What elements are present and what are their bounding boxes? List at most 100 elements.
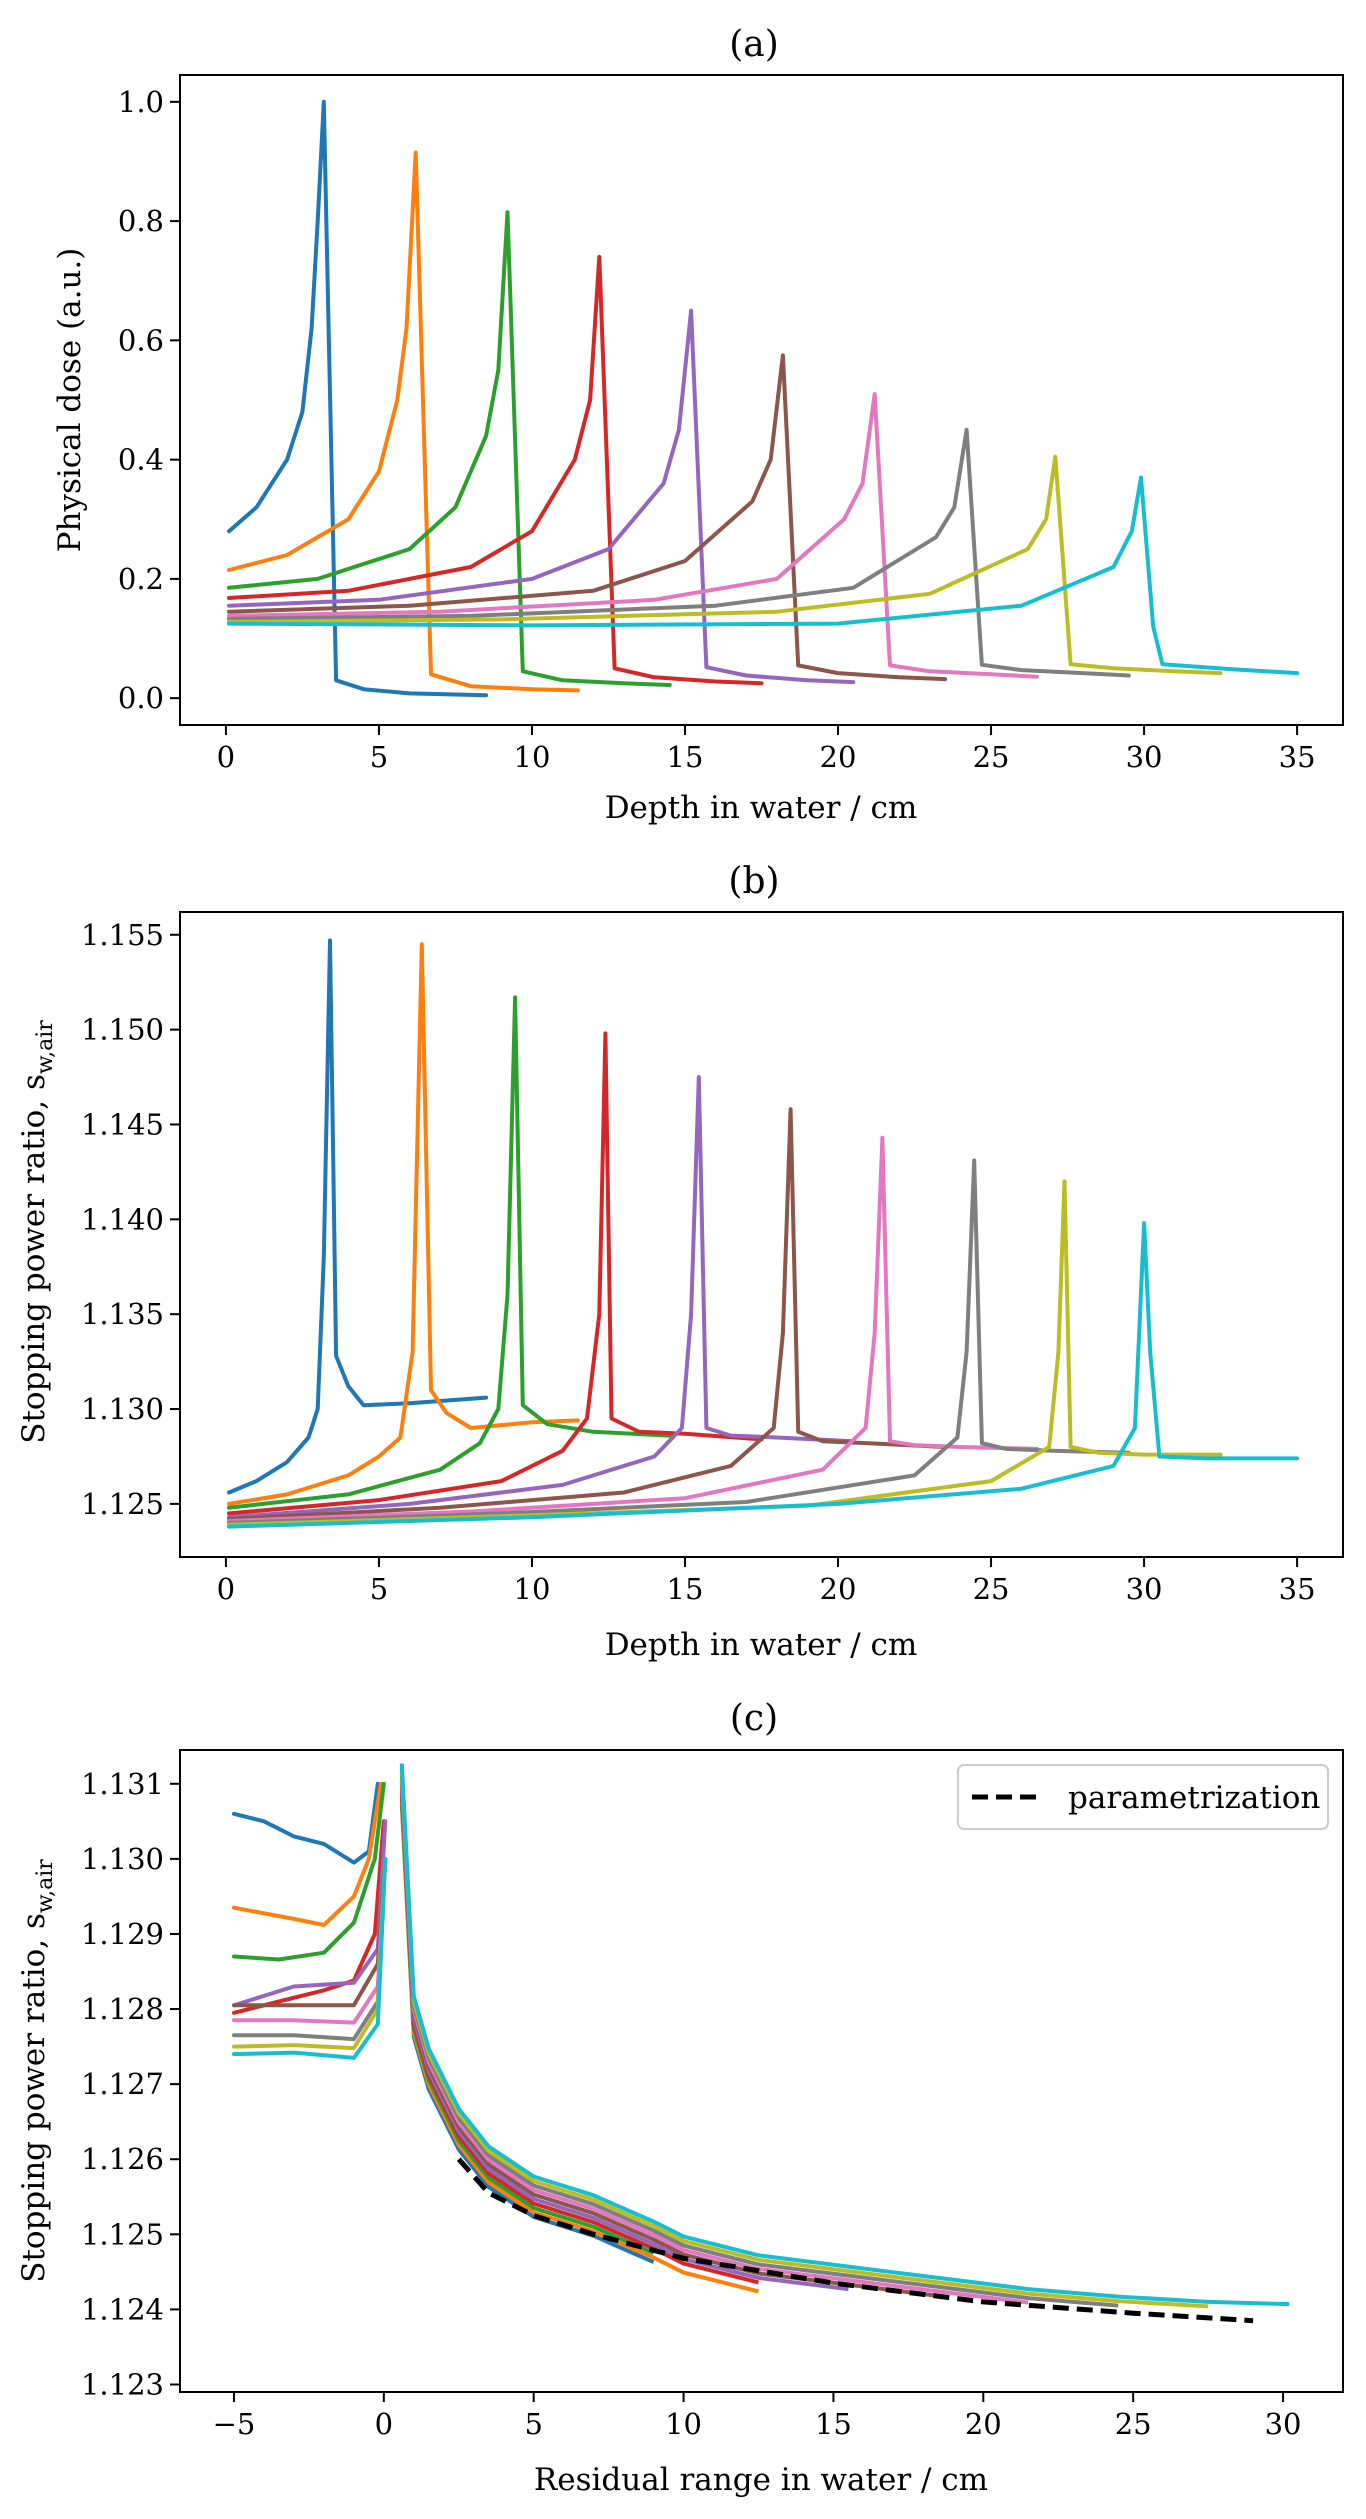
panel-c-series-8-tail bbox=[399, 1772, 1119, 2308]
panel-c-series-6-line bbox=[232, 1856, 388, 2008]
panel-b-series-9-line bbox=[227, 1179, 1223, 1527]
panel-a-ytick-label: 0.6 bbox=[118, 323, 164, 357]
panel-b-ytick-label: 1.140 bbox=[81, 1202, 164, 1236]
panel-b-xtick-label: 5 bbox=[370, 1572, 388, 1606]
panel-b-xtick-label: 20 bbox=[820, 1572, 857, 1606]
panel-b-xtick-label: 0 bbox=[217, 1572, 235, 1606]
parametrization-line bbox=[456, 2157, 1254, 2324]
panel-b-series-3-line bbox=[227, 995, 672, 1510]
panel-a-ytick-label: 0.2 bbox=[118, 562, 164, 596]
panel-a-xtick-label: 25 bbox=[973, 740, 1010, 774]
panel-c-series-10-line bbox=[232, 1856, 388, 2060]
panel-a-xtick-label: 20 bbox=[820, 740, 857, 774]
panel-b-series-group bbox=[227, 938, 1300, 1529]
panel-a-series-9-line bbox=[227, 454, 1223, 676]
panel-b-ytick-label: 1.145 bbox=[81, 1107, 164, 1141]
panel-b-ytick-label: 1.155 bbox=[81, 918, 164, 952]
panel-b-xtick-label: 30 bbox=[1126, 1572, 1163, 1606]
panel-a: (a) 0 5 10 15 20 25 30 35 0.0 0.2 0.4 0.6 0.8 1.0 Dep… bbox=[52, 24, 1344, 826]
panel-a-series-7-line bbox=[227, 392, 1039, 679]
panel-c-ytick-label: 1.123 bbox=[81, 2367, 164, 2401]
panel-b-series-6-line bbox=[227, 1107, 948, 1522]
panel-c-series-1-line bbox=[232, 1781, 380, 1865]
panel-c-series-9-tail bbox=[399, 1767, 1209, 2309]
legend-label: parametrization bbox=[1068, 1780, 1320, 1816]
panel-a-series-2-line bbox=[227, 150, 580, 693]
panel-a-xtick-label: 30 bbox=[1126, 740, 1163, 774]
panel-a-ticks: 0 5 10 15 20 25 30 35 0.0 0.2 0.4 0.6 0.8 1.0 bbox=[118, 85, 1316, 774]
panel-b-series-10-line bbox=[227, 1221, 1300, 1529]
panel-a-xtick-label: 35 bbox=[1279, 740, 1316, 774]
panel-c-xtick-label: 30 bbox=[1265, 2407, 1302, 2441]
panel-c-ticks: −5 0 5 10 15 20 25 30 1.123 1.124 1.125 1.126 1.127 1… bbox=[81, 1767, 1302, 2441]
panel-c-xtick-label: 10 bbox=[665, 2407, 702, 2441]
panel-c-ytick-label: 1.127 bbox=[81, 2067, 164, 2101]
panel-b-ylabel-sub: w,air bbox=[33, 1020, 58, 1074]
panel-a-xtick-label: 10 bbox=[514, 740, 551, 774]
panel-b-frame bbox=[179, 911, 1344, 1558]
panel-c-title: (c) bbox=[730, 1698, 778, 1739]
panel-c-series-10-tail bbox=[399, 1763, 1290, 2307]
panel-a-series-5-line bbox=[227, 308, 856, 685]
panel-a-series-4-line bbox=[227, 254, 764, 686]
panel-b-ylabel-main: Stopping power ratio, s bbox=[16, 1074, 52, 1444]
panel-b-series-8-line bbox=[227, 1158, 1131, 1525]
panel-b-ylabel: Stopping power ratio, sw,air bbox=[16, 1020, 58, 1444]
panel-b-ytick-label: 1.135 bbox=[81, 1297, 164, 1331]
panel-b-series-1-line bbox=[227, 938, 489, 1495]
legend-box bbox=[957, 1764, 1329, 1830]
panel-c-series-6-tail bbox=[399, 1781, 939, 2298]
panel-b-ytick-label: 1.150 bbox=[81, 1013, 164, 1047]
panel-c-ylabel: Stopping power ratio, sw,air bbox=[16, 1859, 58, 2283]
panel-a-ytick-label: 1.0 bbox=[118, 85, 164, 119]
panel-b-xtick-label: 35 bbox=[1279, 1572, 1316, 1606]
panel-a-ytick-label: 0.8 bbox=[118, 204, 164, 238]
panel-b-title: (b) bbox=[728, 861, 779, 902]
panel-c-frame bbox=[179, 1749, 1344, 2393]
panel-a-xlabel: Depth in water / cm bbox=[605, 790, 918, 826]
panel-b-xtick-label: 15 bbox=[667, 1572, 704, 1606]
panel-c-series-3-line bbox=[232, 1781, 386, 1962]
panel-b-xtick-label: 25 bbox=[973, 1572, 1010, 1606]
panel-c-xtick-label: 15 bbox=[815, 2407, 852, 2441]
panel-a-series-group bbox=[227, 99, 1300, 698]
panel-a-series-3-line bbox=[227, 210, 672, 687]
panel-b-series-7-line bbox=[227, 1135, 1039, 1523]
panel-c-xtick-label: 20 bbox=[965, 2407, 1002, 2441]
panel-c: (c) −5 0 5 10 15 20 25 30 1.123 1.124 1.125 1.126 1.… bbox=[16, 1698, 1344, 2498]
panel-b-xlabel: Depth in water / cm bbox=[605, 1627, 918, 1663]
panel-b-xtick-label: 10 bbox=[514, 1572, 551, 1606]
panel-c-ytick-label: 1.131 bbox=[81, 1767, 164, 1801]
panel-b: (b) 0 5 10 15 20 25 30 35 1.125 1.130 1.135 1.140 1.… bbox=[16, 861, 1344, 1663]
legend: parametrization bbox=[957, 1764, 1329, 1830]
panel-a-ytick-label: 0.4 bbox=[118, 443, 164, 477]
panel-b-ytick-label: 1.130 bbox=[81, 1392, 164, 1426]
panel-c-xtick-label: 25 bbox=[1115, 2407, 1152, 2441]
panel-a-frame bbox=[179, 74, 1344, 726]
panel-c-xtick-label: 0 bbox=[375, 2407, 393, 2441]
panel-a-series-8-line bbox=[227, 427, 1131, 678]
panel-c-ytick-label: 1.129 bbox=[81, 1917, 164, 1951]
panel-b-series-2-line bbox=[227, 942, 580, 1506]
panel-c-ytick-label: 1.125 bbox=[81, 2217, 164, 2251]
panel-a-xtick-label: 5 bbox=[370, 740, 388, 774]
panel-c-ytick-label: 1.128 bbox=[81, 1992, 164, 2026]
panel-a-xtick-label: 0 bbox=[217, 740, 235, 774]
panel-b-ytick-label: 1.125 bbox=[81, 1487, 164, 1521]
panel-c-series-2-line bbox=[232, 1781, 383, 1927]
panel-a-series-1-line bbox=[227, 99, 489, 698]
panel-c-xtick-label: 5 bbox=[524, 2407, 542, 2441]
panel-a-ylabel: Physical dose (a.u.) bbox=[52, 248, 88, 553]
panel-c-xtick-label: −5 bbox=[213, 2407, 256, 2441]
panel-a-title: (a) bbox=[729, 24, 779, 65]
panel-c-ytick-label: 1.126 bbox=[81, 2142, 164, 2176]
panel-c-ylabel-main: Stopping power ratio, s bbox=[16, 1913, 52, 2283]
panel-c-series-7-tail bbox=[399, 1776, 1029, 2305]
panel-b-series-4-line bbox=[227, 1031, 764, 1516]
panel-a-series-6-line bbox=[227, 353, 948, 682]
panel-c-ytick-label: 1.124 bbox=[81, 2292, 164, 2326]
panel-b-series-5-line bbox=[227, 1075, 856, 1520]
panel-b-ticks: 0 5 10 15 20 25 30 35 1.125 1.130 1.135 1.140 1.145 1… bbox=[81, 918, 1316, 1606]
panel-a-ytick-label: 0.0 bbox=[118, 681, 164, 715]
